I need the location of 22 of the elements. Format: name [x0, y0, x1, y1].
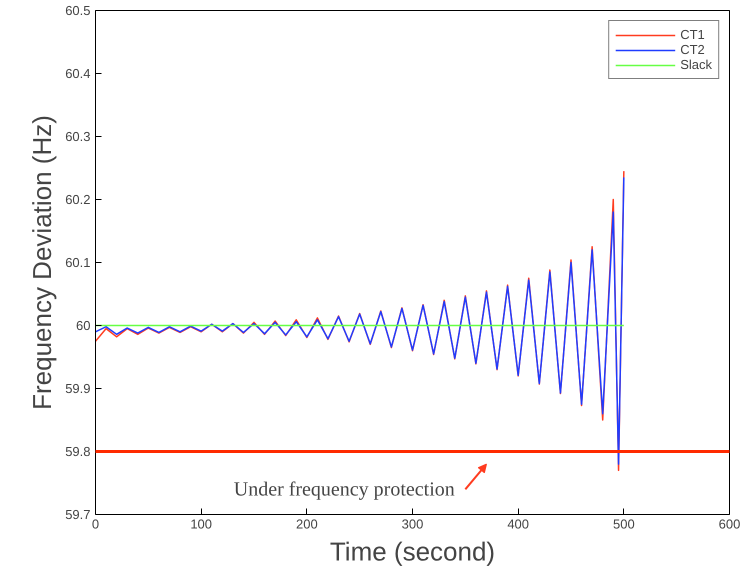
y-tick-label: 60.4	[65, 66, 91, 81]
annotation: Under frequency protection	[234, 478, 455, 500]
x-tick-label: 0	[92, 516, 100, 532]
x-tick-label: 400	[507, 516, 530, 532]
legend-label: CT2	[680, 42, 705, 57]
y-tick-label: 59.8	[65, 444, 91, 459]
x-axis-title: Time (second)	[330, 536, 496, 566]
y-tick-label: 59.9	[65, 381, 91, 396]
y-tick-label: 60.3	[65, 129, 91, 144]
x-tick-label: 200	[296, 516, 318, 532]
legend-label: Slack	[680, 57, 712, 72]
y-tick-label: 60.1	[65, 255, 91, 270]
x-tick-label: 300	[402, 516, 424, 532]
y-tick-label: 60	[76, 318, 91, 333]
legend-label: CT1	[680, 27, 705, 42]
x-tick-label: 100	[190, 516, 212, 532]
y-tick-label: 59.7	[65, 507, 91, 522]
x-tick-label: 500	[612, 516, 635, 532]
x-tick-label: 600	[718, 516, 740, 532]
y-tick-label: 60.2	[65, 192, 91, 207]
y-tick-label: 60.5	[65, 3, 91, 18]
y-axis-title: Frequency Deviation (Hz)	[27, 115, 58, 410]
